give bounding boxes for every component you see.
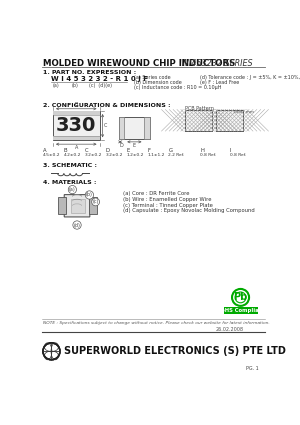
Text: Unit: mm: Unit: mm	[235, 110, 254, 113]
Text: B: B	[64, 148, 68, 153]
Text: MOLDED WIREWOUND CHIP INDUCTORS: MOLDED WIREWOUND CHIP INDUCTORS	[43, 59, 235, 68]
Text: (c) Terminal : Tinned Copper Plate: (c) Terminal : Tinned Copper Plate	[123, 203, 213, 208]
Text: 2. CONFIGURATION & DIMENSIONS :: 2. CONFIGURATION & DIMENSIONS :	[43, 103, 171, 108]
FancyBboxPatch shape	[64, 195, 90, 217]
Text: (a) Core : DR Ferrite Core: (a) Core : DR Ferrite Core	[123, 191, 189, 196]
Bar	[216, 110, 243, 131]
Text: C: C	[85, 148, 88, 153]
Text: (a): (a)	[69, 187, 76, 192]
Text: Pb: Pb	[233, 292, 248, 303]
Text: C: C	[104, 123, 107, 128]
Bar	[216, 110, 243, 131]
Text: PG. 1: PG. 1	[246, 366, 259, 371]
Bar	[119, 117, 124, 139]
Bar	[71, 199, 85, 212]
Text: 3.2±0.2: 3.2±0.2	[85, 153, 102, 157]
Text: SUPERWORLD ELECTRONICS (S) PTE LTD: SUPERWORLD ELECTRONICS (S) PTE LTD	[64, 346, 286, 356]
Text: (d) Tolerance code : J = ±5%, K = ±10%, M = ±20%: (d) Tolerance code : J = ±5%, K = ±10%, …	[200, 75, 300, 80]
Text: A: A	[75, 145, 78, 150]
Text: (b) Wire : Enamelled Copper Wire: (b) Wire : Enamelled Copper Wire	[123, 197, 211, 202]
Text: 0.8 Ref.: 0.8 Ref.	[200, 153, 217, 157]
FancyBboxPatch shape	[224, 307, 258, 314]
Text: (d): (d)	[74, 223, 80, 227]
Bar	[119, 117, 150, 139]
Text: E: E	[133, 143, 136, 147]
Text: I: I	[230, 148, 231, 153]
Text: 26.02.2008: 26.02.2008	[216, 327, 244, 332]
Circle shape	[43, 343, 60, 360]
Text: (b): (b)	[72, 83, 79, 88]
Text: A: A	[43, 148, 46, 153]
Text: G: G	[169, 148, 172, 153]
Text: 1. PART NO. EXPRESSION :: 1. PART NO. EXPRESSION :	[43, 70, 136, 75]
Text: (e) F : Lead Free: (e) F : Lead Free	[200, 80, 239, 85]
Text: D: D	[120, 143, 124, 147]
Text: (a) Series code: (a) Series code	[134, 75, 171, 80]
Text: WI453232 SERIES: WI453232 SERIES	[181, 59, 253, 68]
Text: 4.2±0.2: 4.2±0.2	[64, 153, 81, 157]
Bar	[89, 197, 97, 214]
Text: (c)  (d)(e): (c) (d)(e)	[89, 83, 112, 88]
Text: 4.5±0.2: 4.5±0.2	[43, 153, 60, 157]
Text: F: F	[148, 148, 151, 153]
Text: (c) Inductance code : R10 = 0.10μH: (c) Inductance code : R10 = 0.10μH	[134, 85, 222, 90]
Text: (a): (a)	[53, 83, 60, 88]
Text: 2.2 Ref.: 2.2 Ref.	[169, 153, 185, 157]
Text: 4. MATERIALS :: 4. MATERIALS :	[43, 180, 96, 185]
Text: B: B	[75, 102, 78, 107]
Bar	[58, 197, 66, 214]
Text: D: D	[106, 148, 110, 153]
Text: E: E	[127, 148, 130, 153]
Text: (c): (c)	[92, 199, 99, 204]
Bar	[145, 117, 150, 139]
Circle shape	[232, 289, 249, 306]
Text: RoHS Compliant: RoHS Compliant	[217, 308, 265, 313]
Bar	[185, 110, 212, 131]
Text: H: H	[200, 148, 204, 153]
Text: 330: 330	[56, 116, 96, 135]
Text: (b) Dimension code: (b) Dimension code	[134, 80, 182, 85]
Text: NOTE : Specifications subject to change without notice. Please check our website: NOTE : Specifications subject to change …	[43, 321, 270, 325]
Text: (b): (b)	[86, 193, 93, 198]
Bar	[53, 111, 100, 115]
Bar	[53, 111, 100, 140]
Text: PCB Pattern: PCB Pattern	[185, 106, 214, 111]
Text: 0.8 Ref.: 0.8 Ref.	[230, 153, 246, 157]
Text: 1.1±1.2: 1.1±1.2	[148, 153, 165, 157]
Text: 1.2±0.2: 1.2±0.2	[127, 153, 144, 157]
Text: 3.2±0.2: 3.2±0.2	[106, 153, 123, 157]
Bar	[185, 110, 212, 131]
Text: 3. SCHEMATIC :: 3. SCHEMATIC :	[43, 163, 97, 167]
Text: (d) Capsulate : Epoxy Novolac Molding Compound: (d) Capsulate : Epoxy Novolac Molding Co…	[123, 209, 254, 213]
Text: W I 4 5 3 2 3 2 - R 1 0 J F: W I 4 5 3 2 3 2 - R 1 0 J F	[52, 76, 148, 82]
Bar	[53, 136, 100, 140]
